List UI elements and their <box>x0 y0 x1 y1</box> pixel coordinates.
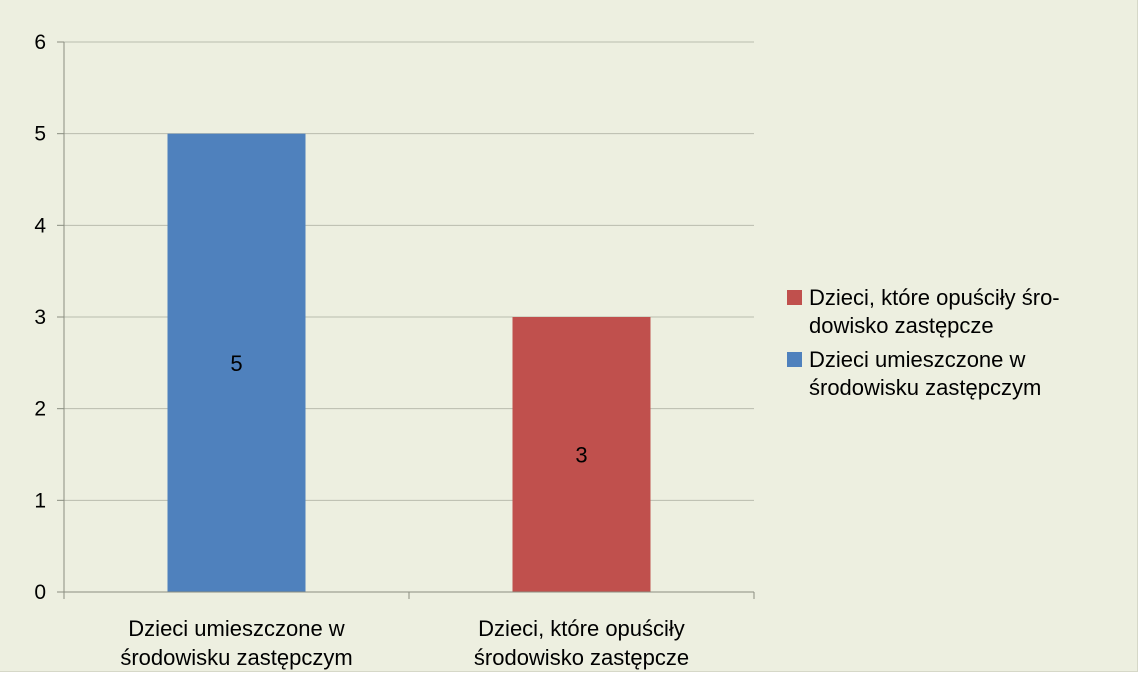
legend-label-2: Dzieci umieszczone w środowisku zastępczy… <box>809 347 1041 400</box>
legend: Dzieci, które opuściły śro-dowisko zastę… <box>787 285 1060 400</box>
y-tick-labels: 0 1 2 3 4 5 6 <box>34 31 46 604</box>
category-label-line: środowisko zastępcze <box>474 645 689 670</box>
data-label-1: 5 <box>230 351 242 376</box>
legend-label-1: Dzieci, które opuściły śro-dowisko zastę… <box>809 285 1060 338</box>
y-tick-label: 0 <box>34 581 46 604</box>
x-category-label-1: Dzieci umieszczone w środowisku zastępczy… <box>120 616 352 670</box>
category-label-line: środowisku zastępczym <box>120 645 352 670</box>
y-tick-label: 6 <box>34 31 46 54</box>
y-tick-label: 1 <box>34 489 46 512</box>
y-tick-label: 4 <box>34 214 46 237</box>
y-tick-label: 5 <box>34 123 46 146</box>
y-tick-label: 3 <box>34 306 46 329</box>
legend-label-line: Dzieci umieszczone w <box>809 347 1026 372</box>
legend-label-line: dowisko zastępcze <box>809 313 994 338</box>
y-tick-label: 2 <box>34 398 46 421</box>
x-category-label-2: Dzieci, które opuściły środowisko zastępc… <box>474 616 689 670</box>
legend-swatch-2 <box>787 352 802 367</box>
data-label-2: 3 <box>575 443 587 468</box>
category-label-line: Dzieci umieszczone w <box>128 616 345 641</box>
legend-label-line: środowisku zastępczym <box>809 375 1041 400</box>
legend-swatch-1 <box>787 290 802 305</box>
category-label-line: Dzieci, które opuściły <box>478 616 685 641</box>
x-category-labels: Dzieci umieszczone w środowisku zastępczy… <box>120 616 689 670</box>
legend-label-line: Dzieci, które opuściły śro- <box>809 285 1060 310</box>
